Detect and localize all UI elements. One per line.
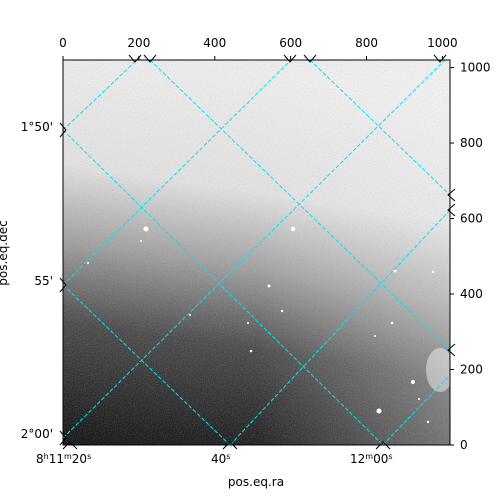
star xyxy=(280,309,284,313)
axis-ticks xyxy=(59,54,456,450)
star xyxy=(249,349,253,353)
star xyxy=(140,240,142,242)
ra-tick-label-1: 40s xyxy=(211,452,230,466)
dec-axis: 1°50' 55' 2°00' xyxy=(21,120,53,441)
star xyxy=(189,314,191,316)
right-world-tick xyxy=(447,343,456,357)
grid-line xyxy=(63,60,446,439)
right-tick-label: 800 xyxy=(460,136,483,150)
top-tick-label: 600 xyxy=(279,36,302,50)
star xyxy=(247,322,249,324)
star xyxy=(418,398,420,400)
grid-line xyxy=(309,60,450,196)
plot-frame xyxy=(62,59,451,446)
top-tick-label: 200 xyxy=(127,36,150,50)
dec-tick-label: 1°50' xyxy=(21,120,53,134)
grid-line xyxy=(63,129,384,445)
grid-line xyxy=(63,60,138,131)
ra-tick-mark xyxy=(62,441,78,450)
ra-tick-mark xyxy=(222,441,238,450)
dec-tick-label: 55' xyxy=(34,274,53,288)
grid-line xyxy=(149,60,450,351)
grid-line xyxy=(382,374,450,445)
star xyxy=(411,380,415,384)
star xyxy=(390,321,394,325)
right-tick-label: 200 xyxy=(460,363,483,377)
grid-line xyxy=(63,60,292,286)
top-world-tick xyxy=(143,54,157,63)
top-tick-label: 0 xyxy=(59,36,67,50)
right-tick-label: 600 xyxy=(460,212,483,226)
x-axis-label: pos.eq.ra xyxy=(228,475,284,489)
right-world-tick xyxy=(447,203,456,217)
top-world-tick xyxy=(128,54,142,63)
top-world-tick xyxy=(303,54,317,63)
star xyxy=(431,270,435,274)
ra-tick-label-2: 12m00s xyxy=(350,452,393,466)
grid-line xyxy=(63,284,231,445)
dec-tick-mark xyxy=(59,430,67,446)
bright-source xyxy=(426,348,450,392)
right-tick-label: 0 xyxy=(460,438,468,452)
dec-tick-mark xyxy=(59,277,67,293)
star xyxy=(376,408,382,414)
star xyxy=(374,335,376,337)
top-pixel-axis: 0 200 400 600 800 1000 xyxy=(59,36,458,50)
right-tick-label: 1000 xyxy=(460,61,491,75)
coordinate-grid xyxy=(63,60,450,445)
star xyxy=(143,226,149,232)
top-tick-label: 800 xyxy=(355,36,378,50)
top-tick-label: 400 xyxy=(203,36,226,50)
top-tick-label: 1000 xyxy=(427,36,458,50)
ra-tick-label-0: 8h11m20s xyxy=(36,452,91,466)
y-axis-label: pos.eq.dec xyxy=(0,220,10,285)
right-pixel-axis: 0 200 400 600 800 1000 xyxy=(460,61,491,452)
star xyxy=(426,420,430,424)
right-tick-label: 400 xyxy=(460,287,483,301)
ra-axis: 8h11m20s 40s 12m00s xyxy=(36,452,393,466)
dec-tick-mark xyxy=(59,122,67,138)
top-world-tick xyxy=(433,54,447,63)
ra-tick-mark xyxy=(375,441,391,450)
right-world-tick xyxy=(447,188,456,202)
star xyxy=(290,226,296,232)
dec-tick-label: 2°00' xyxy=(21,427,53,441)
top-world-tick xyxy=(283,54,297,63)
star xyxy=(267,284,271,288)
star xyxy=(87,262,89,264)
star xyxy=(393,269,397,273)
sky-image xyxy=(63,60,450,445)
